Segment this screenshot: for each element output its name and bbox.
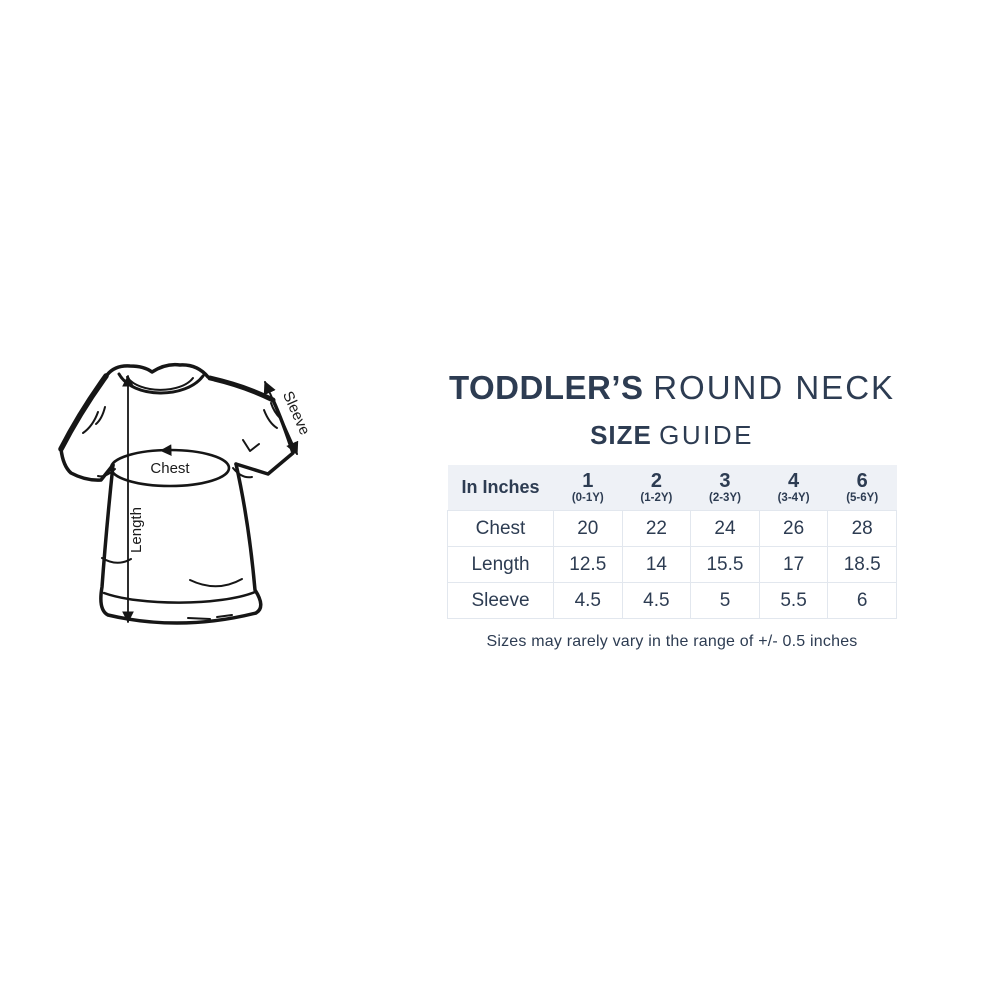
- wrinkle-details: [82, 402, 281, 620]
- row-label: Length: [447, 546, 554, 583]
- row-label: Chest: [447, 510, 554, 547]
- unit-header-cell: In Inches: [447, 465, 554, 511]
- table-cell: 12.5: [553, 546, 623, 583]
- table-cell: 20: [553, 510, 623, 547]
- chest-arrow: [159, 444, 175, 456]
- table-cell: 6: [827, 582, 897, 619]
- subtitle-size: SIZE: [590, 420, 652, 450]
- length-label: Length: [128, 507, 145, 553]
- table-cell: 28: [827, 510, 897, 547]
- size-guide-panel: TODDLER’S ROUND NECK SIZE GUIDE In Inche…: [447, 371, 897, 651]
- table-cell: 5.5: [758, 582, 829, 619]
- table-row-sleeve: Sleeve 4.5 4.5 5 5.5 6: [447, 582, 897, 619]
- table-row-chest: Chest 20 22 24 26 28: [447, 510, 897, 547]
- table-cell: 4.5: [553, 582, 623, 619]
- tshirt-measurement-diagram: Chest Length Sleeve: [40, 352, 320, 652]
- measurement-annotations: [109, 374, 299, 624]
- size-column-header: 1 (0-1Y): [553, 465, 623, 511]
- sleeve-measure-arrow: [263, 380, 299, 456]
- size-column-header: 6 (5-6Y): [827, 465, 897, 511]
- size-column-header: 4 (3-4Y): [759, 465, 828, 511]
- tolerance-footnote: Sizes may rarely vary in the range of +/…: [486, 633, 858, 650]
- table-cell: 18.5: [827, 546, 897, 583]
- size-column-header: 2 (1-2Y): [622, 465, 691, 511]
- tshirt-outline: [58, 362, 295, 625]
- table-cell: 5: [690, 582, 760, 619]
- table-cell: 14: [621, 546, 692, 583]
- title-product-type: TODDLER’S: [448, 369, 644, 406]
- tshirt-sketch: Chest Length Sleeve: [58, 362, 313, 625]
- table-cell: 22: [621, 510, 692, 547]
- table-cell: 26: [758, 510, 829, 547]
- size-table-header-row: In Inches 1 (0-1Y) 2 (1-2Y) 3 (2-3Y): [447, 465, 897, 511]
- title-neck-style: ROUND NECK: [653, 369, 896, 406]
- table-cell: 15.5: [690, 546, 760, 583]
- table-cell: 17: [758, 546, 829, 583]
- subtitle-guide: GUIDE: [659, 420, 754, 450]
- table-cell: 4.5: [621, 582, 692, 619]
- table-cell: 24: [690, 510, 760, 547]
- table-row-length: Length 12.5 14 15.5 17 18.5: [447, 546, 897, 583]
- size-table: In Inches 1 (0-1Y) 2 (1-2Y) 3 (2-3Y): [447, 465, 897, 619]
- page-subtitle: SIZE GUIDE: [447, 422, 897, 448]
- size-column-header: 3 (2-3Y): [690, 465, 760, 511]
- row-label: Sleeve: [447, 582, 554, 619]
- page-title: TODDLER’S ROUND NECK: [447, 371, 897, 404]
- chest-label: Chest: [150, 460, 190, 477]
